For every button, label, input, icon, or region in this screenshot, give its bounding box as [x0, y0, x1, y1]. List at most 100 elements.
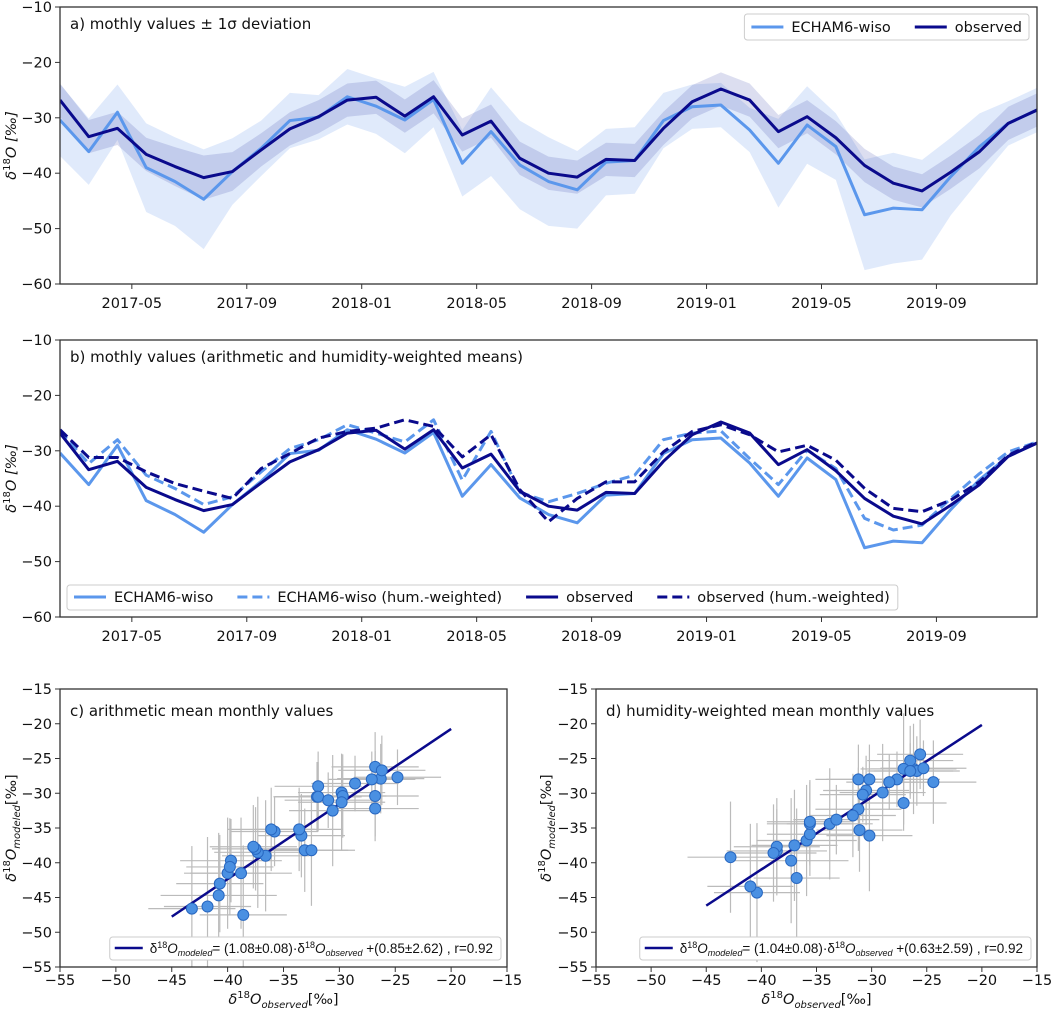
scatter-point	[724, 851, 737, 864]
y-tick-label: −20	[21, 55, 52, 71]
scatter-point	[883, 776, 896, 789]
legend-delta: δ	[150, 941, 158, 956]
scatter-point	[863, 829, 876, 842]
legend-intercept-r: +(0.63±2.59) , r=0.92	[893, 941, 1024, 956]
legend-label: ECHAM6-wiso	[114, 590, 214, 606]
scatter-point	[335, 796, 348, 809]
ylabel-delta: δ	[4, 171, 20, 180]
y-tick-label: −10	[21, 0, 52, 16]
y-axis-label: δ18O [‰]	[2, 111, 20, 180]
y-tick-label: −50	[21, 925, 52, 941]
x-tick-label: 2019-01	[676, 296, 737, 312]
legend: ECHAM6-wiso observed	[743, 13, 1030, 41]
y-tick-label: −60	[21, 277, 52, 293]
scatter-point	[917, 762, 930, 775]
scatter-point	[223, 860, 236, 873]
label-o: O	[250, 992, 261, 1008]
plot-area	[687, 713, 983, 963]
panel-title: d) humidity-weighted mean monthly values	[606, 702, 934, 720]
y-tick-label: −30	[557, 786, 588, 802]
legend-o: O	[315, 941, 326, 956]
y-tick-label: −30	[21, 786, 52, 802]
legend-coefficients: = (1.04±0.08)·δ	[742, 941, 835, 956]
scatter-point	[365, 773, 378, 786]
label-sup: 18	[537, 860, 548, 873]
label-sub: observed	[261, 1000, 308, 1010]
panel-title: c) arithmetic mean monthly values	[70, 702, 333, 720]
label-delta: δ	[4, 873, 20, 882]
y-tick-label: −15	[557, 682, 588, 698]
scatter-point	[213, 877, 226, 890]
x-tick-label: −40	[212, 973, 243, 989]
y-tick-label: −35	[21, 821, 52, 837]
x-tick-label: −25	[911, 973, 942, 989]
scatter-point	[788, 839, 801, 852]
y-axis-label: δ18Omodeled[‰]	[537, 774, 558, 881]
scatter-point	[237, 908, 250, 921]
y-tick-label: −20	[21, 388, 52, 404]
x-tick-label: −15	[492, 973, 523, 989]
x-tick-label: −55	[45, 973, 76, 989]
scatter-point	[375, 764, 388, 777]
y-tick-label: −35	[557, 821, 588, 837]
x-tick-label: 2018-01	[331, 296, 392, 312]
y-tick-label: −30	[21, 111, 52, 127]
scatter-point	[312, 790, 325, 803]
x-tick-label: 2019-05	[791, 629, 852, 645]
label-delta: δ	[228, 992, 237, 1008]
legend: δ18Omodeled= (1.08±0.08)·δ18Oobserved +(…	[109, 936, 502, 961]
y-tick-label: −40	[21, 499, 52, 515]
label-unit: [‰]	[841, 992, 872, 1008]
y-tick-label: −40	[21, 166, 52, 182]
scatter-point	[744, 880, 757, 893]
label-delta: δ	[761, 992, 770, 1008]
axes-frame	[59, 6, 1038, 285]
legend-sub: observed	[855, 948, 893, 958]
x-tick-label: −35	[268, 973, 299, 989]
y-tick-label: −40	[21, 856, 52, 872]
legend-box	[639, 936, 1032, 961]
legend-label: δ18Omodeled= (1.08±0.08)·δ18Oobserved +(…	[150, 940, 493, 958]
y-tick-label: −60	[21, 610, 52, 626]
legend-o: O	[167, 941, 178, 956]
scatter-point	[293, 823, 306, 836]
plot-area	[60, 69, 1037, 271]
x-tick-label: −20	[436, 973, 467, 989]
panel-d: −55 −50 −45 −40 −35 −30 −25 −20 −15 −55 −50 −45 −40 −…	[537, 682, 1052, 1010]
y-tick-label: −50	[557, 925, 588, 941]
scatter-point	[247, 840, 260, 853]
legend-label: δ18Omodeled= (1.04±0.08)·δ18Oobserved +(…	[680, 940, 1023, 958]
x-tick-label: 2019-09	[906, 629, 967, 645]
x-tick-label: 2018-09	[561, 296, 622, 312]
scatter-point	[349, 777, 362, 790]
scatter-point	[312, 780, 325, 793]
y-tick-label: −55	[21, 960, 52, 976]
y-tick-label: −25	[557, 752, 588, 768]
legend-sub: modeled	[708, 948, 744, 958]
y-tick-label: −40	[557, 856, 588, 872]
legend-sup: 18	[305, 940, 315, 950]
y-axis-label: δ18Omodeled[‰]	[2, 774, 23, 881]
label-delta: δ	[539, 873, 555, 882]
x-tick-label: −20	[967, 973, 998, 989]
series-line-3	[60, 418, 1037, 524]
axes-frame	[59, 339, 1038, 618]
ylabel-rest: O [‰]	[4, 111, 20, 158]
plot-area	[60, 418, 1037, 550]
panel-c: −55 −50 −45 −40 −35 −30 −25 −20 −15 −55 −50 −45 −40 −…	[2, 682, 522, 1010]
x-tick-label: −15	[1022, 973, 1053, 989]
scatter-point	[322, 794, 335, 807]
scatter-point	[785, 854, 798, 867]
x-tick-label: 2019-09	[906, 296, 967, 312]
y-tick-label: −55	[557, 960, 588, 976]
y-tick-label: −15	[21, 682, 52, 698]
series-line-1	[60, 418, 1037, 532]
plot-area	[148, 727, 452, 967]
x-tick-label: 2017-09	[216, 629, 277, 645]
legend-box	[743, 13, 1030, 41]
scatter-point	[767, 847, 780, 860]
x-tick-label: −30	[856, 973, 887, 989]
label-unit: [‰]	[539, 774, 555, 805]
label-sub: modeled	[547, 804, 558, 848]
